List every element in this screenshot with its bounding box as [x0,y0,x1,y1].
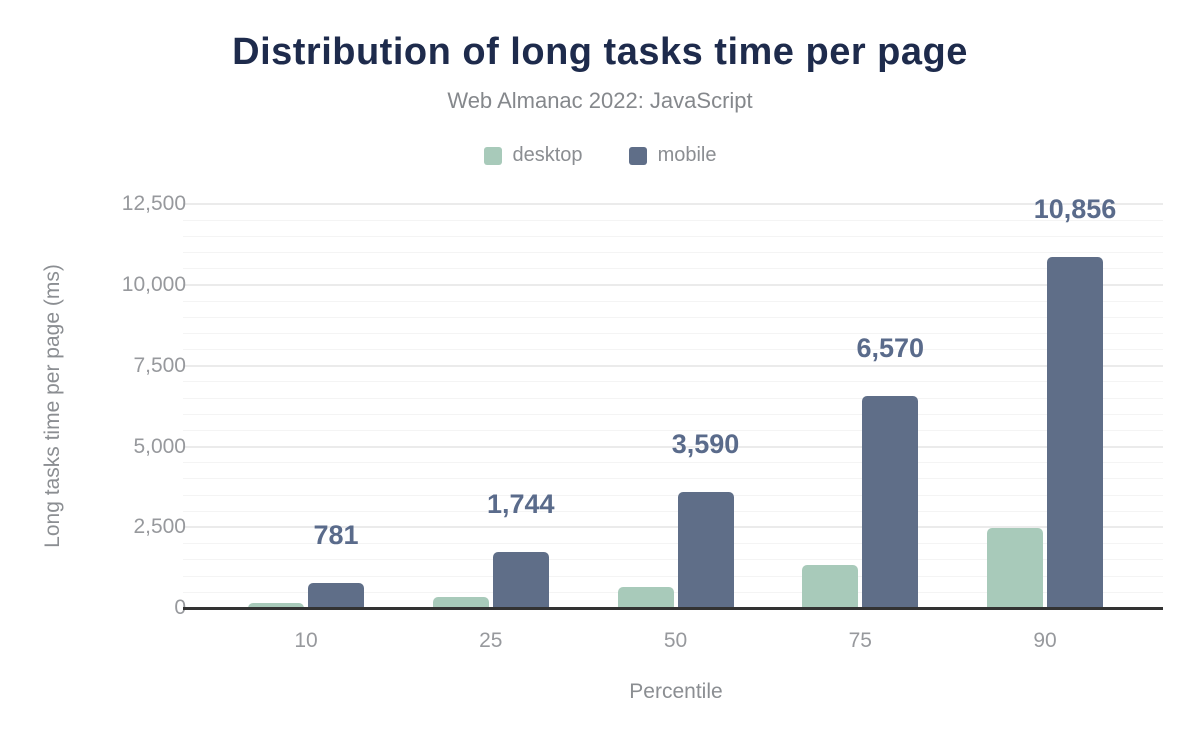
bar-desktop-p75[interactable] [802,564,859,609]
minor-gridline [183,349,1163,350]
bar-value-label: 3,590 [671,429,740,460]
y-tick-label: 12,500 [121,192,186,215]
bar-desktop-p90[interactable] [987,528,1043,609]
x-axis-title: Percentile [629,680,723,703]
bar-desktop-p10[interactable] [248,602,304,609]
bar-value-label: 6,570 [856,332,925,363]
minor-gridline [183,462,1163,464]
bar-value-label: 781 [313,520,359,550]
bar-desktop-p50[interactable] [617,586,674,609]
legend-label-desktop: desktop [512,144,583,166]
minor-gridline [183,429,1163,431]
x-tick-label: 50 [663,629,688,652]
x-tick-label: 75 [848,629,872,652]
legend-label-mobile: mobile [657,144,717,166]
bar-mobile-p10[interactable] [308,583,364,609]
bar-value-label: 10,856 [1033,194,1117,225]
chart-title: Distribution of long tasks time per page [232,31,968,73]
minor-gridline [183,413,1163,415]
mobile-swatch-icon [628,146,647,165]
desktop-swatch-icon [483,146,502,165]
minor-gridline [183,510,1163,512]
chart-subtitle: Web Almanac 2022: JavaScript [447,88,753,113]
minor-gridline [183,494,1163,496]
minor-gridline [183,381,1163,383]
bar-mobile-p75[interactable] [862,395,919,609]
x-tick-label: 90 [1033,629,1057,652]
minor-gridline [183,316,1163,318]
minor-gridline [183,575,1163,577]
minor-gridline [183,559,1163,561]
minor-gridline [183,219,1163,221]
y-tick-label: 5,000 [133,434,186,458]
bar-mobile-p25[interactable] [492,551,549,609]
y-tick-label: 10,000 [121,272,186,296]
legend-item-mobile[interactable]: mobile [628,144,717,167]
y-axis-title: Long tasks time per page (ms) [41,264,64,548]
minor-gridline [183,478,1163,480]
y-tick-label: 0 [174,596,186,620]
x-axis-line [183,607,1163,610]
major-gridline [183,364,1163,367]
major-gridline [183,526,1163,529]
minor-gridline [183,252,1163,253]
minor-gridline [183,332,1163,334]
y-tick-label: 2,500 [133,515,186,539]
x-tick-label: 25 [479,629,503,652]
bar-value-label: 1,744 [487,488,555,519]
minor-gridline [183,235,1163,237]
major-gridline [183,203,1163,205]
major-gridline [183,445,1163,448]
legend: desktop mobile [0,144,1200,167]
minor-gridline [183,397,1163,399]
bar-mobile-p90[interactable] [1047,257,1103,609]
y-tick-label: 7,500 [133,353,186,377]
legend-item-desktop[interactable]: desktop [483,144,583,167]
minor-gridline [183,268,1163,270]
minor-gridline [183,543,1163,545]
major-gridline [183,283,1163,286]
bar-mobile-p50[interactable] [677,492,734,609]
minor-gridline [183,300,1163,302]
bar-desktop-p25[interactable] [432,596,489,609]
x-tick-label: 10 [294,629,318,652]
